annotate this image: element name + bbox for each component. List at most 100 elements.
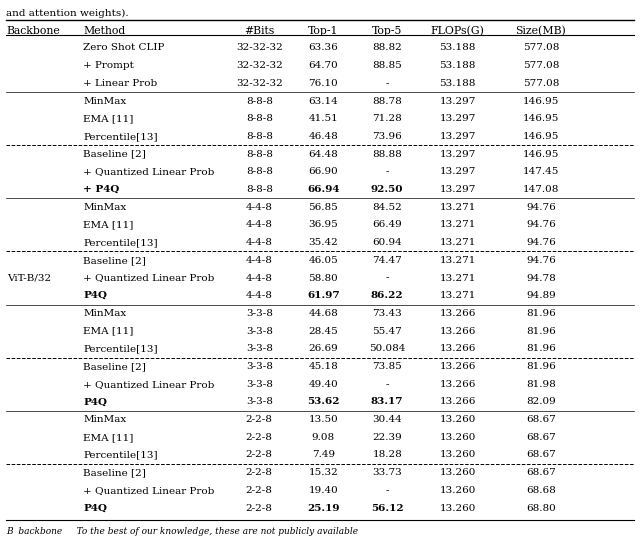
Text: Method: Method [83,26,125,36]
Text: 68.67: 68.67 [526,451,556,459]
Text: 13.266: 13.266 [440,362,476,371]
Text: 15.32: 15.32 [308,468,338,477]
Text: 64.48: 64.48 [308,150,338,159]
Text: 55.47: 55.47 [372,326,402,336]
Text: 84.52: 84.52 [372,203,402,212]
Text: 13.260: 13.260 [440,433,476,442]
Text: 2-2-8: 2-2-8 [246,503,273,513]
Text: and attention weights).: and attention weights). [6,9,129,18]
Text: 13.271: 13.271 [440,220,476,230]
Text: 13.271: 13.271 [440,256,476,265]
Text: 146.95: 146.95 [523,97,559,105]
Text: 13.266: 13.266 [440,326,476,336]
Text: 61.97: 61.97 [307,291,339,300]
Text: + Quantized Linear Prob: + Quantized Linear Prob [83,274,214,282]
Text: Top-1: Top-1 [308,26,339,36]
Text: 81.98: 81.98 [526,380,556,389]
Text: 13.271: 13.271 [440,238,476,247]
Text: 3-3-8: 3-3-8 [246,326,273,336]
Text: 13.260: 13.260 [440,486,476,495]
Text: 13.271: 13.271 [440,274,476,282]
Text: Percentile[13]: Percentile[13] [83,344,158,353]
Text: Baseline [2]: Baseline [2] [83,468,146,477]
Text: 9.08: 9.08 [312,433,335,442]
Text: 94.76: 94.76 [526,256,556,265]
Text: 32-32-32: 32-32-32 [236,79,283,88]
Text: 4-4-8: 4-4-8 [246,203,273,212]
Text: 13.260: 13.260 [440,451,476,459]
Text: 8-8-8: 8-8-8 [246,150,273,159]
Text: 32-32-32: 32-32-32 [236,61,283,70]
Text: + Linear Prob: + Linear Prob [83,79,157,88]
Text: 94.76: 94.76 [526,238,556,247]
Text: 13.266: 13.266 [440,309,476,318]
Text: -: - [385,486,389,495]
Text: Baseline [2]: Baseline [2] [83,256,146,265]
Text: 13.297: 13.297 [440,114,476,123]
Text: 88.82: 88.82 [372,43,402,53]
Text: 13.260: 13.260 [440,468,476,477]
Text: 94.78: 94.78 [526,274,556,282]
Text: 53.188: 53.188 [440,79,476,88]
Text: 73.43: 73.43 [372,309,402,318]
Text: 8-8-8: 8-8-8 [246,185,273,194]
Text: 82.09: 82.09 [526,397,556,406]
Text: 46.05: 46.05 [308,256,338,265]
Text: + Quantized Linear Prob: + Quantized Linear Prob [83,167,214,176]
Text: 13.297: 13.297 [440,132,476,141]
Text: ViT-B/32: ViT-B/32 [7,274,51,282]
Text: 577.08: 577.08 [523,61,559,70]
Text: 53.188: 53.188 [440,61,476,70]
Text: 88.85: 88.85 [372,61,402,70]
Text: 74.47: 74.47 [372,256,402,265]
Text: MinMax: MinMax [83,309,127,318]
Text: EMA [11]: EMA [11] [83,114,134,123]
Text: 53.188: 53.188 [440,43,476,53]
Text: 146.95: 146.95 [523,114,559,123]
Text: 2-2-8: 2-2-8 [246,486,273,495]
Text: 8-8-8: 8-8-8 [246,97,273,105]
Text: 3-3-8: 3-3-8 [246,380,273,389]
Text: 2-2-8: 2-2-8 [246,415,273,424]
Text: 18.28: 18.28 [372,451,402,459]
Text: 8-8-8: 8-8-8 [246,114,273,123]
Text: 4-4-8: 4-4-8 [246,220,273,230]
Text: MinMax: MinMax [83,97,127,105]
Text: 68.67: 68.67 [526,415,556,424]
Text: 147.45: 147.45 [523,167,559,176]
Text: 13.260: 13.260 [440,503,476,513]
Text: 83.17: 83.17 [371,397,403,406]
Text: -: - [385,274,389,282]
Text: 63.14: 63.14 [308,97,338,105]
Text: 66.90: 66.90 [308,167,338,176]
Text: Percentile[13]: Percentile[13] [83,451,158,459]
Text: 7.49: 7.49 [312,451,335,459]
Text: 36.95: 36.95 [308,220,338,230]
Text: 76.10: 76.10 [308,79,338,88]
Text: 46.48: 46.48 [308,132,338,141]
Text: 3-3-8: 3-3-8 [246,309,273,318]
Text: 68.68: 68.68 [526,486,556,495]
Text: 8-8-8: 8-8-8 [246,167,273,176]
Text: 56.85: 56.85 [308,203,338,212]
Text: 60.94: 60.94 [372,238,402,247]
Text: 2-2-8: 2-2-8 [246,468,273,477]
Text: Top-5: Top-5 [372,26,403,36]
Text: -: - [385,79,389,88]
Text: 3-3-8: 3-3-8 [246,397,273,406]
Text: 25.19: 25.19 [307,503,339,513]
Text: 2-2-8: 2-2-8 [246,433,273,442]
Text: 94.89: 94.89 [526,291,556,300]
Text: 30.44: 30.44 [372,415,402,424]
Text: 49.40: 49.40 [308,380,338,389]
Text: 35.42: 35.42 [308,238,338,247]
Text: P4Q: P4Q [83,397,108,406]
Text: Baseline [2]: Baseline [2] [83,362,146,371]
Text: 68.67: 68.67 [526,468,556,477]
Text: 13.266: 13.266 [440,344,476,353]
Text: Percentile[13]: Percentile[13] [83,132,158,141]
Text: #Bits: #Bits [244,26,275,36]
Text: 81.96: 81.96 [526,326,556,336]
Text: P4Q: P4Q [83,291,108,300]
Text: 44.68: 44.68 [308,309,338,318]
